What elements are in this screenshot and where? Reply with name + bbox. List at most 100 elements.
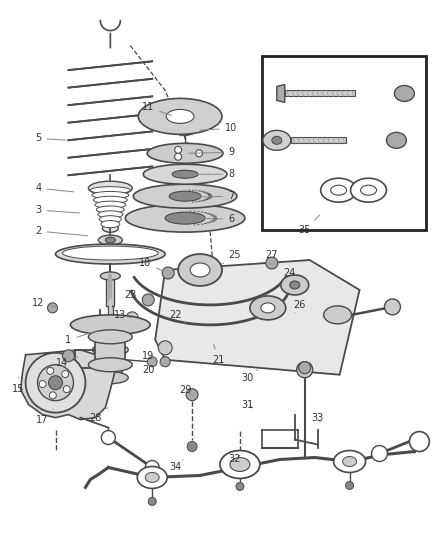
Ellipse shape (343, 456, 357, 466)
Ellipse shape (321, 178, 357, 202)
Bar (99, 350, 122, 378)
Text: 10: 10 (200, 123, 237, 133)
Circle shape (48, 303, 57, 313)
Ellipse shape (137, 466, 167, 488)
Ellipse shape (360, 185, 377, 195)
Ellipse shape (106, 237, 115, 243)
Circle shape (101, 431, 115, 445)
Ellipse shape (281, 275, 309, 295)
Text: 14: 14 (57, 357, 78, 368)
Text: 35: 35 (299, 215, 320, 235)
Bar (262, 55, 426, 230)
Ellipse shape (88, 330, 132, 344)
Circle shape (346, 481, 353, 489)
Ellipse shape (92, 191, 129, 199)
Text: 11: 11 (142, 102, 172, 116)
Ellipse shape (99, 235, 122, 245)
Ellipse shape (96, 206, 124, 213)
Bar (108, 306, 113, 341)
Circle shape (62, 370, 69, 377)
Text: 23: 23 (124, 290, 142, 300)
Ellipse shape (175, 125, 195, 135)
Circle shape (39, 381, 46, 387)
Text: 34: 34 (169, 459, 183, 472)
Ellipse shape (263, 131, 291, 150)
Text: 15: 15 (12, 377, 25, 394)
Circle shape (63, 386, 70, 393)
Text: 4: 4 (35, 183, 74, 193)
Ellipse shape (71, 315, 150, 335)
Ellipse shape (92, 344, 128, 356)
Text: 25: 25 (222, 250, 241, 264)
Text: 12: 12 (32, 298, 58, 308)
Circle shape (385, 299, 400, 315)
Ellipse shape (334, 450, 366, 472)
Polygon shape (21, 350, 115, 419)
Ellipse shape (166, 109, 194, 123)
Text: 27: 27 (265, 250, 278, 264)
Ellipse shape (138, 99, 222, 134)
Text: 9: 9 (189, 147, 234, 157)
Ellipse shape (220, 450, 260, 479)
Text: 26: 26 (293, 300, 306, 313)
Bar (106, 276, 114, 306)
Circle shape (196, 150, 202, 157)
Circle shape (38, 365, 74, 401)
Text: 6: 6 (191, 214, 234, 224)
Circle shape (371, 446, 388, 462)
Ellipse shape (290, 281, 300, 289)
Text: 31: 31 (242, 400, 254, 410)
Ellipse shape (165, 212, 205, 224)
Text: 8: 8 (192, 169, 234, 179)
Circle shape (175, 154, 182, 160)
Text: 22: 22 (169, 310, 185, 323)
Text: 30: 30 (242, 370, 258, 383)
Circle shape (145, 461, 159, 474)
Circle shape (49, 376, 63, 390)
Circle shape (147, 357, 157, 367)
Circle shape (148, 497, 156, 505)
Text: 17: 17 (36, 409, 53, 425)
Text: 3: 3 (35, 205, 80, 215)
Circle shape (25, 353, 85, 413)
Text: 32: 32 (229, 455, 241, 464)
Circle shape (158, 341, 172, 355)
Ellipse shape (350, 178, 386, 202)
Ellipse shape (90, 187, 130, 194)
Polygon shape (277, 84, 285, 102)
Ellipse shape (56, 244, 165, 264)
Ellipse shape (324, 306, 352, 324)
Circle shape (162, 267, 174, 279)
Ellipse shape (88, 358, 132, 372)
Ellipse shape (98, 211, 123, 218)
Ellipse shape (169, 191, 201, 201)
Circle shape (236, 482, 244, 490)
Text: 29: 29 (179, 385, 191, 394)
Text: 5: 5 (35, 133, 66, 143)
Circle shape (187, 441, 197, 451)
Text: 13: 13 (114, 310, 130, 320)
Circle shape (49, 392, 57, 399)
Polygon shape (155, 260, 360, 375)
Ellipse shape (145, 472, 159, 482)
Text: 2: 2 (35, 226, 88, 236)
Ellipse shape (261, 303, 275, 313)
Text: 18: 18 (139, 258, 162, 271)
Text: 21: 21 (212, 344, 224, 365)
Ellipse shape (133, 184, 237, 208)
Ellipse shape (101, 221, 120, 228)
Bar (291, 138, 346, 143)
Circle shape (175, 147, 182, 154)
Text: 19: 19 (142, 349, 160, 361)
Text: 20: 20 (142, 363, 161, 375)
Circle shape (297, 362, 313, 378)
Circle shape (299, 362, 311, 374)
Ellipse shape (88, 181, 132, 195)
Text: 33: 33 (311, 413, 324, 423)
Ellipse shape (100, 272, 120, 280)
Ellipse shape (147, 143, 223, 163)
Ellipse shape (395, 85, 414, 101)
Ellipse shape (190, 263, 210, 277)
Ellipse shape (272, 136, 282, 144)
Circle shape (47, 367, 54, 374)
